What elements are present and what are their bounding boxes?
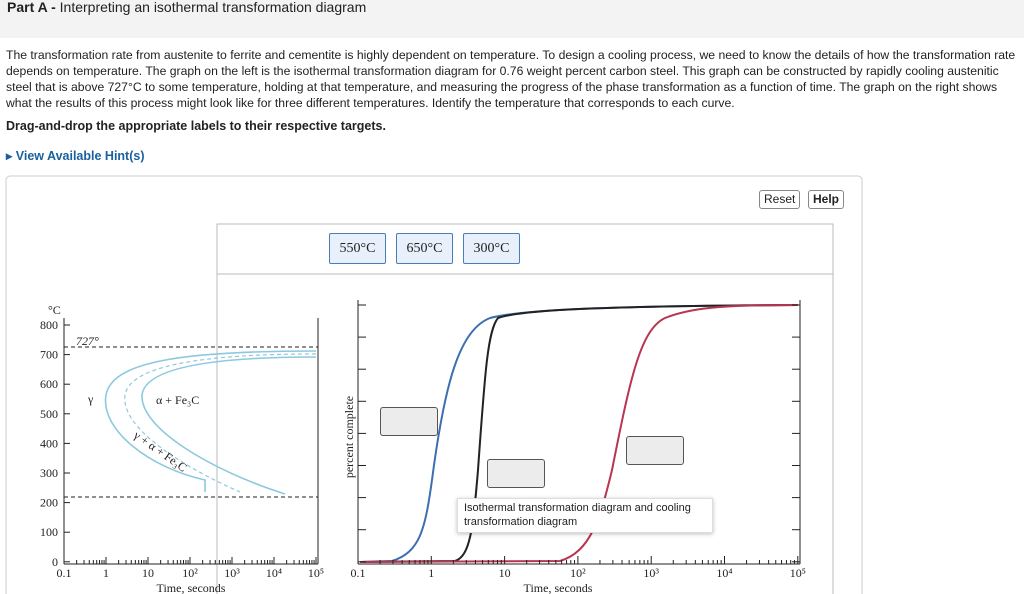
intro-text: The transformation rate from austenite t… (6, 48, 1016, 110)
x-tick-label: 1 (103, 566, 109, 580)
drop-target[interactable] (380, 407, 438, 436)
part-title: Interpreting an isothermal transformatio… (59, 0, 367, 15)
y-tick-label: 500 (40, 407, 58, 421)
drop-target[interactable] (626, 436, 684, 465)
x-tick-label: 10⁵ (790, 566, 806, 580)
x-tick-label: 0.1 (57, 566, 72, 580)
hint-text[interactable]: View Available Hint(s) (15, 149, 145, 163)
annotation: 727° (76, 334, 99, 348)
x-tick-label: 10² (570, 566, 586, 580)
drop-target[interactable] (487, 459, 545, 488)
x-axis-title: Time, seconds (157, 581, 226, 594)
instruction: Drag-and-drop the appropriate labels to … (6, 119, 386, 133)
x-tick-label: 10⁵ (308, 566, 324, 580)
drag-label[interactable]: 550°C (329, 233, 386, 264)
annotation: α + Fe₃C (156, 393, 199, 407)
finish-curve (141, 356, 317, 495)
x-tick-label: 10⁴ (266, 566, 282, 580)
drag-label[interactable]: 650°C (396, 233, 453, 264)
x-axis-title: Time, seconds (524, 581, 593, 594)
x-tick-label: 0.1 (351, 566, 366, 580)
y-axis-title: percent complete (342, 396, 356, 478)
help-button[interactable]: Help (808, 190, 845, 209)
right-chart: percent complete 0.1 1 10 10² 10³ 10⁴ 10⁵ Time, … (342, 300, 806, 594)
annotation: γ (87, 392, 94, 406)
tooltip: Isothermal transformation diagram and co… (457, 498, 713, 533)
start-curve (104, 350, 317, 492)
y-tick-label: 700 (40, 348, 58, 362)
y-tick-label: 800 (40, 318, 58, 332)
x-tick-label: 10² (182, 566, 198, 580)
part-label: Part A - (7, 0, 56, 15)
x-tick-label: 10 (499, 566, 511, 580)
x-tick-label: 1 (428, 566, 434, 580)
figure-panel (216, 223, 834, 594)
header: Part A - Interpreting an isothermal tran… (0, 0, 1024, 38)
y-tick-label: 300 (40, 466, 58, 480)
y-tick-label: 0 (52, 555, 58, 569)
x-tick-label: 10⁴ (716, 566, 732, 580)
x-tick-label: 10³ (643, 566, 659, 580)
x-tick-label: 10³ (224, 566, 240, 580)
y-tick-label: 400 (40, 436, 58, 450)
drag-label[interactable]: 300°C (463, 233, 520, 264)
hint-toggle[interactable]: ▸ View Available Hint(s) (6, 149, 145, 163)
half-curve (124, 353, 317, 493)
x-tick-label: 10 (142, 566, 154, 580)
y-tick-label: 100 (40, 525, 58, 539)
y-tick-label: 600 (40, 377, 58, 391)
reset-button[interactable]: Reset (759, 190, 801, 209)
y-unit: °C (48, 303, 61, 317)
y-tick-label: 200 (40, 496, 58, 510)
